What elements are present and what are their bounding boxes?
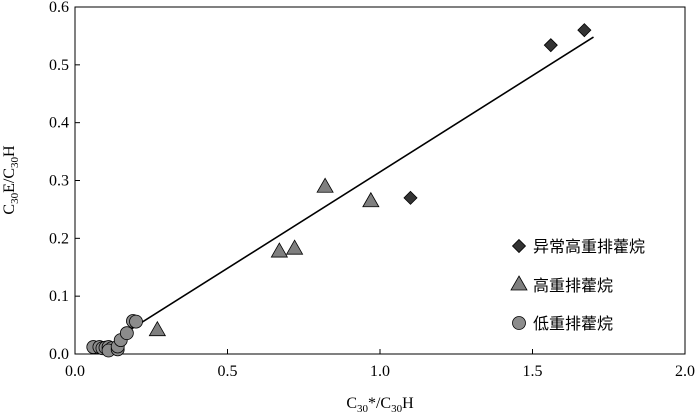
- plot-frame: [74, 6, 686, 355]
- y-tick-label: 0.4: [49, 115, 69, 132]
- y-axis-ticks: 0.0 0.1 0.2 0.3 0.4 0.5 0.6: [49, 0, 80, 363]
- y-tick-label: 0.5: [49, 57, 69, 74]
- legend-item-1: 高重排藿烷: [510, 275, 613, 295]
- x-tick-label: 0.0: [65, 363, 85, 380]
- trendline-group: [114, 36, 594, 341]
- x-axis-title-end: H: [402, 395, 414, 412]
- legend-marker-circle: [512, 316, 526, 330]
- x-axis-title-main: C: [346, 395, 357, 412]
- legend-item-0: 异常高重排藿烷: [511, 237, 645, 256]
- legend-item-2: 低重排藿烷: [512, 314, 613, 333]
- y-axis-title-sub2: 30: [9, 157, 21, 169]
- data-point-diamond: [577, 23, 592, 38]
- x-axis-title: C30*/C30H: [346, 395, 414, 414]
- y-axis-title-main: C: [1, 204, 18, 215]
- x-tick-label: 2.0: [675, 363, 695, 380]
- data-point-triangle: [362, 191, 380, 208]
- legend-label-2: 低重排藿烷: [533, 314, 613, 333]
- y-tick-label: 0.3: [49, 173, 69, 190]
- y-tick-label: 0.0: [49, 346, 69, 363]
- x-axis-ticks: 0.0 0.5 1.0 1.5 2.0: [65, 349, 695, 380]
- legend-marker-diamond: [511, 238, 527, 254]
- y-axis-title: C30E/C30H: [1, 145, 21, 215]
- legend-marker-triangle: [510, 275, 528, 291]
- data-point-triangle: [270, 242, 289, 258]
- data-point-circle: [119, 326, 134, 341]
- y-tick-label: 0.6: [49, 0, 69, 16]
- y-axis-title-sub1: 30: [9, 192, 21, 204]
- y-axis-title-end: H: [1, 145, 18, 157]
- y-tick-label: 0.1: [49, 288, 69, 305]
- x-axis-title-mid: */C: [368, 395, 391, 412]
- data-point-triangle: [148, 320, 167, 337]
- data-points: [86, 23, 592, 358]
- data-point-triangle: [285, 239, 304, 255]
- legend-label-1: 高重排藿烷: [533, 276, 613, 295]
- x-tick-label: 0.5: [218, 363, 238, 380]
- data-point-triangle: [316, 177, 334, 193]
- legend-label-0: 异常高重排藿烷: [533, 237, 645, 256]
- y-tick-label: 0.2: [49, 230, 69, 247]
- x-axis-title-sub1: 30: [357, 403, 369, 414]
- legend: 异常高重排藿烷 高重排藿烷 低重排藿烷: [510, 237, 645, 333]
- data-point-circle: [129, 314, 143, 329]
- x-tick-label: 1.0: [370, 363, 390, 380]
- x-axis-title-sub2: 30: [391, 403, 403, 414]
- x-tick-label: 1.5: [523, 363, 543, 380]
- data-point-diamond: [403, 190, 418, 205]
- data-point-diamond: [543, 38, 558, 53]
- axes: [74, 6, 686, 355]
- y-axis-title-mid: E/C: [1, 168, 18, 193]
- trendline: [114, 36, 594, 341]
